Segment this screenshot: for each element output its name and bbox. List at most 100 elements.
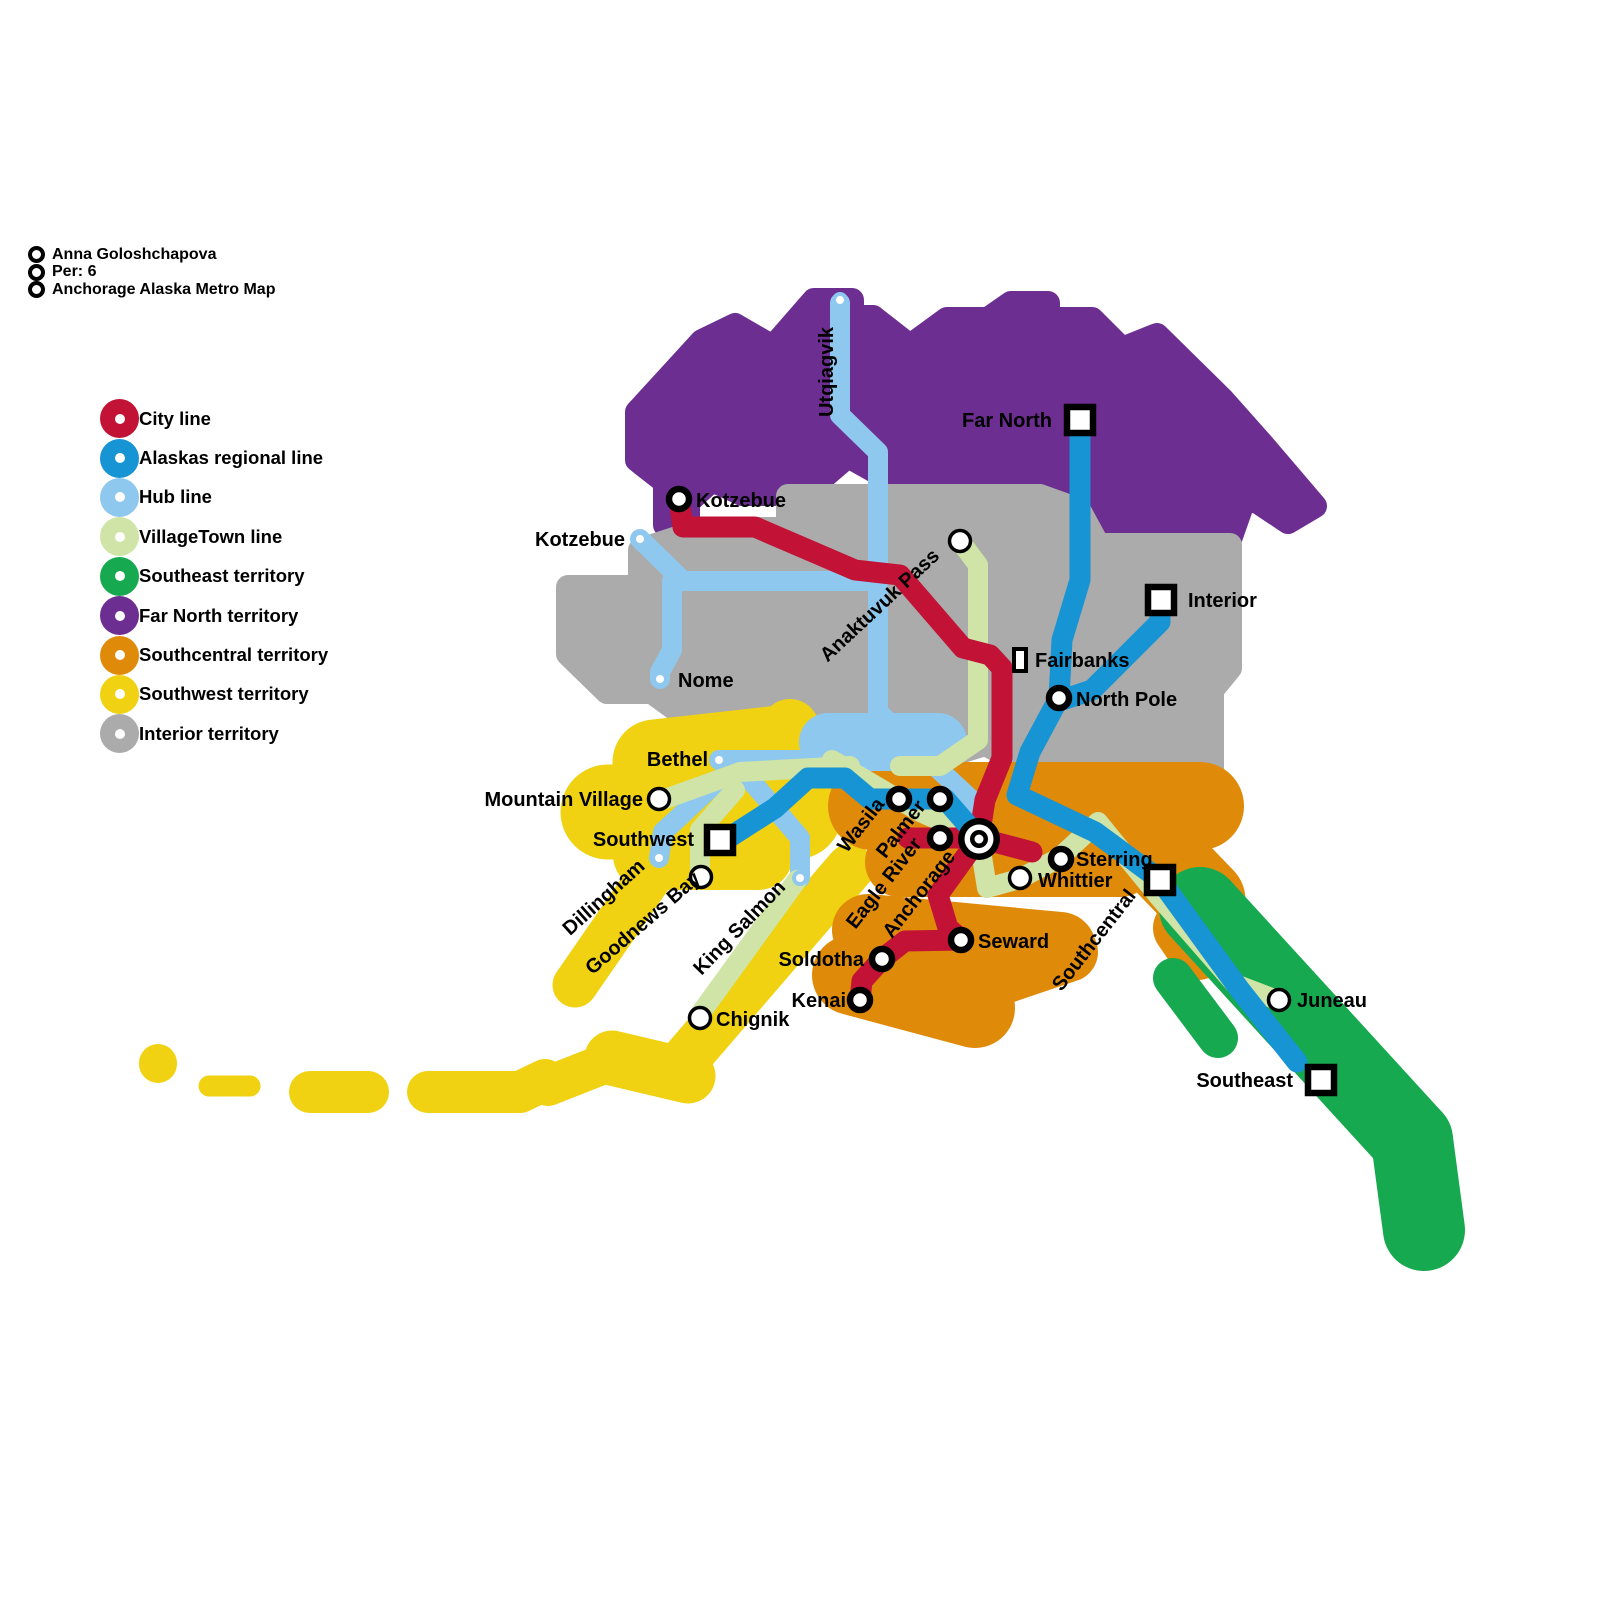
roundel-icon (28, 246, 45, 264)
legend-line-icon (100, 517, 139, 557)
map-title: Anchorage Alaska Metro Map (52, 280, 276, 298)
legend-item-interior-territory: Interior territory (100, 714, 328, 754)
legend-item-southwest-territory: Southwest territory (100, 674, 328, 714)
legend-item-label: VillageTown line (139, 525, 283, 547)
legend-line-icon (100, 438, 139, 478)
alaskas-regional-line (1051, 601, 1171, 711)
southeast-territory (1153, 958, 1238, 1058)
title-row: Per: 6 (28, 263, 275, 282)
station-kotzebue-west (632, 531, 648, 547)
station-kotzebue (665, 485, 693, 513)
station-seward (947, 926, 975, 954)
station-label-north-pole: North Pole (1076, 689, 1177, 711)
station-sterring (1047, 845, 1075, 873)
station-southcentral (1143, 863, 1177, 897)
station-goodnews-bay (688, 864, 714, 890)
legend-item-label: Southeast territory (139, 565, 305, 587)
station-anchorage (974, 834, 984, 844)
hub-line (730, 758, 810, 888)
station-nome (652, 671, 668, 687)
villagetown-line (690, 870, 807, 1024)
legend-item-city-line: City line (100, 399, 328, 439)
legend-line-icon (100, 556, 139, 596)
station-kenai (846, 986, 874, 1014)
legend-item-hub-line: Hub line (100, 477, 328, 517)
station-label-chignik: Chignik (716, 1009, 790, 1031)
station-label-sterring: Sterring (1076, 849, 1153, 871)
villagetown-line (690, 780, 745, 887)
station-label-nome: Nome (678, 670, 734, 692)
hub-line (630, 529, 888, 591)
station-whittier (1007, 865, 1033, 891)
legend-item-label: City line (139, 407, 211, 429)
southeast-territory (1371, 1099, 1465, 1271)
station-juneau (1266, 987, 1292, 1013)
station-label-fairbanks: Fairbanks (1035, 650, 1129, 672)
southwest-territory (654, 844, 874, 1092)
author-name: Anna Goloshchapova (52, 245, 217, 263)
southcentral-territory (920, 922, 1098, 1022)
legend-item-villagetown-line: VillageTown line (100, 517, 328, 557)
station-anaktuvuk-pass (947, 528, 973, 554)
station-soldotha (868, 945, 896, 973)
station-label-far-north: Far North (962, 410, 1052, 432)
villagetown-line (890, 531, 988, 776)
far-north-territory (625, 288, 1327, 557)
station-bethel (711, 752, 727, 768)
roundel-icon (28, 263, 45, 281)
station-label-interior: Interior (1188, 590, 1257, 612)
station-label-kotzebue-west: Kotzebue (535, 529, 625, 551)
legend-line-icon (100, 477, 139, 517)
alaskas-regional-line (1006, 421, 1308, 1073)
legend-item-label: Southwest territory (139, 683, 309, 705)
legend-line-icon (100, 596, 139, 636)
legend-item-label: Far North territory (139, 604, 299, 626)
station-label-southwest: Southwest (593, 829, 694, 851)
legend-line-icon (100, 674, 139, 714)
station-dillingham (651, 850, 667, 866)
legend-item-label: Hub line (139, 486, 212, 508)
station-label-seward: Seward (978, 931, 1049, 953)
legend-item-southeast-territory: Southeast territory (100, 556, 328, 596)
title-row: Anchorage Alaska Metro Map (28, 281, 275, 299)
station-label-kotzebue: Kotzebue (696, 490, 786, 512)
legend-item-southcentral-territory: Southcentral territory (100, 635, 329, 675)
station-southeast (1304, 1063, 1338, 1097)
station-hub-terminus-southwest (792, 870, 808, 886)
roundel-icon (28, 281, 45, 299)
title-block: Anna Goloshchapova Per: 6 Anchorage Alas… (28, 246, 275, 299)
station-label-southeast: Southeast (1196, 1070, 1293, 1092)
station-label-whittier: Whittier (1038, 870, 1113, 892)
station-interior (1144, 583, 1178, 617)
station-label-soldotha: Soldotha (778, 949, 864, 971)
legend-item-label: Alaskas regional line (139, 447, 324, 469)
station-label-utqiagvik: Utqiagvik (816, 326, 838, 417)
station-eagle-river (926, 824, 954, 852)
title-row: Anna Goloshchapova (28, 246, 275, 264)
station-palmer (926, 785, 954, 813)
station-fairbanks (1012, 647, 1028, 673)
southeast-territory (1159, 867, 1453, 1181)
southwest-territory (552, 839, 683, 1008)
station-mountain-village (646, 786, 672, 812)
station-north-pole (1045, 684, 1073, 712)
station-label-juneau: Juneau (1297, 990, 1367, 1012)
station-chignik (687, 1005, 713, 1031)
station-label-bethel: Bethel (647, 749, 708, 771)
legend-item-alaskas-regional-line: Alaskas regional line (100, 438, 328, 478)
station-label-mountain-village: Mountain Village (484, 789, 643, 811)
legend: City line Alaskas regional line Hub line Vi… (100, 399, 328, 754)
station-wasila (885, 785, 913, 813)
legend-item-label: Southcentral territory (139, 644, 329, 666)
station-label-kenai: Kenai (792, 990, 846, 1012)
legend-line-icon (100, 399, 139, 439)
period-label: Per: 6 (52, 263, 97, 281)
legend-line-icon (100, 635, 139, 675)
city-line (668, 488, 1013, 849)
legend-item-far-north-territory: Far North territory (100, 596, 328, 636)
station-utqiagvik (832, 292, 848, 308)
legend-line-icon (100, 714, 139, 754)
city-line (849, 827, 990, 1011)
station-southwest (703, 823, 737, 857)
